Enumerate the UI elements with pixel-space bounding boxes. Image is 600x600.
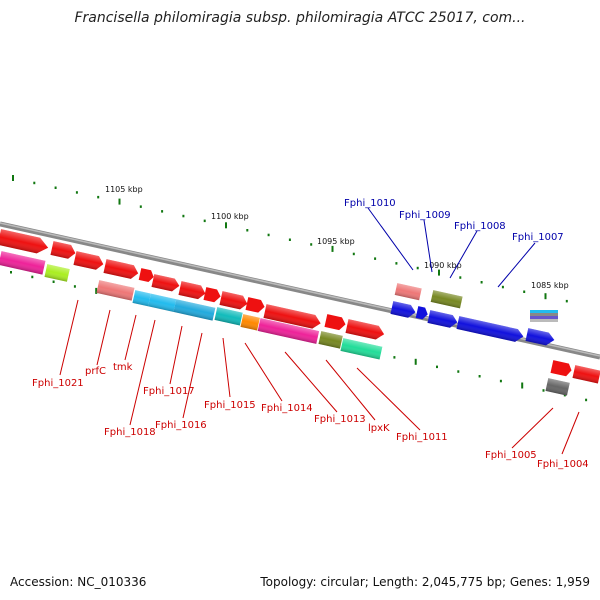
gene-arrow[interactable] bbox=[456, 316, 524, 343]
scale-tick bbox=[161, 210, 164, 213]
scale-tick bbox=[203, 219, 206, 223]
scale-tick bbox=[565, 299, 568, 303]
gene-label-fphi-1004[interactable]: Fphi_1004 bbox=[537, 459, 589, 470]
gene-block-striped[interactable] bbox=[530, 310, 558, 322]
gene-arrow[interactable] bbox=[0, 229, 50, 255]
scale-tick bbox=[480, 281, 483, 284]
gene-arrow[interactable] bbox=[151, 274, 180, 293]
scale-tick bbox=[52, 280, 55, 283]
scale-tick bbox=[288, 238, 291, 241]
gene-arrow[interactable] bbox=[219, 291, 248, 311]
scale-tick bbox=[95, 287, 98, 294]
scale-tick bbox=[585, 398, 588, 402]
scale-tick bbox=[393, 356, 396, 359]
gene-arrow[interactable] bbox=[390, 301, 416, 319]
scale-tick bbox=[521, 382, 524, 389]
scale-tick bbox=[331, 245, 334, 252]
gene-label-fphi-1009[interactable]: Fphi_1009 bbox=[399, 210, 451, 221]
gene-label-fphi-1005[interactable]: Fphi_1005 bbox=[485, 450, 537, 461]
scale-tick bbox=[225, 222, 227, 229]
genome-stats-text: Topology: circular; Length: 2,045,775 bp… bbox=[260, 575, 590, 589]
scale-tick bbox=[139, 205, 142, 208]
scale-tick bbox=[31, 275, 34, 279]
scale-tick bbox=[542, 389, 545, 392]
label-leader-lines bbox=[59, 207, 580, 455]
gene-label-fphi-1007[interactable]: Fphi_1007 bbox=[512, 232, 564, 243]
scale-tick bbox=[246, 229, 249, 232]
scale-tick bbox=[438, 269, 440, 276]
scale-tick bbox=[352, 252, 355, 256]
reverse-strand-genes bbox=[0, 251, 463, 360]
scale-tick bbox=[478, 375, 481, 378]
gene-label-fphi-1021[interactable]: Fphi_1021 bbox=[32, 378, 84, 389]
gene-label-fphi-1017[interactable]: Fphi_1017 bbox=[143, 386, 195, 397]
gene-arrow[interactable] bbox=[572, 365, 600, 384]
scale-tick bbox=[182, 214, 185, 218]
gene-label-fphi-1016[interactable]: Fphi_1016 bbox=[155, 420, 207, 431]
scale-tick bbox=[563, 393, 566, 397]
gene-label-lpxk[interactable]: lpxK bbox=[368, 423, 390, 434]
gene-arrow[interactable] bbox=[50, 241, 76, 260]
scale-tick bbox=[457, 370, 460, 373]
gene-label-fphi-1015[interactable]: Fphi_1015 bbox=[204, 400, 256, 411]
gene-arrow[interactable] bbox=[263, 304, 322, 330]
scale-tick bbox=[374, 257, 377, 260]
gene-arrow[interactable] bbox=[415, 306, 429, 320]
scale-tick bbox=[75, 191, 78, 194]
gene-arrow[interactable] bbox=[324, 314, 346, 331]
scale-tick bbox=[499, 379, 502, 383]
scale-tick bbox=[10, 271, 12, 274]
genome-title: Francisella philomiragia subsp. philomir… bbox=[74, 10, 526, 26]
scale-tick bbox=[501, 285, 504, 289]
scale-label-1105: 1105 kbp bbox=[105, 185, 143, 194]
scale-tick bbox=[97, 195, 100, 199]
scale-tick bbox=[118, 198, 121, 205]
scale-tick bbox=[459, 276, 462, 279]
gene-arrow[interactable] bbox=[525, 328, 555, 347]
forward-gene-labels: Fphi_1010 Fphi_1009 Fphi_1008 Fphi_1007 bbox=[344, 198, 564, 243]
gene-arrow[interactable] bbox=[550, 360, 572, 377]
scale-tick bbox=[310, 243, 313, 246]
gene-label-fphi-1014[interactable]: Fphi_1014 bbox=[261, 403, 313, 414]
gene-label-fphi-1008[interactable]: Fphi_1008 bbox=[454, 221, 506, 232]
scale-label-1085: 1085 kbp bbox=[531, 281, 569, 290]
scale-label-1095: 1095 kbp bbox=[317, 237, 355, 246]
scale-tick bbox=[544, 293, 547, 300]
scale-tick bbox=[416, 266, 419, 270]
gene-arrow[interactable] bbox=[203, 287, 221, 303]
scale-tick bbox=[54, 186, 57, 189]
forward-strand-genes bbox=[0, 229, 558, 347]
gene-arrow[interactable] bbox=[73, 251, 104, 271]
gene-arrow[interactable] bbox=[345, 319, 385, 341]
reverse-gene-labels: Fphi_1021 prfC tmk Fphi_1018 Fphi_1017 F… bbox=[32, 362, 589, 470]
gene-label-fphi-1013[interactable]: Fphi_1013 bbox=[314, 414, 366, 425]
scale-tick bbox=[33, 181, 36, 185]
scale-tick bbox=[523, 290, 526, 293]
scale-tick bbox=[395, 262, 398, 265]
accession-text: Accession: NC_010336 bbox=[10, 575, 147, 589]
scale-ticks bbox=[12, 175, 568, 303]
scale-tick bbox=[436, 365, 438, 369]
gene-arrow[interactable] bbox=[427, 310, 458, 329]
gene-arrow[interactable] bbox=[178, 281, 206, 300]
right-edge-genes bbox=[545, 360, 600, 396]
scale-label-1100: 1100 kbp bbox=[211, 212, 249, 221]
scale-labels: 1105 kbp 1100 kbp 1095 kbp 1090 kbp 1085… bbox=[105, 185, 569, 290]
gene-label-tmk[interactable]: tmk bbox=[113, 362, 133, 373]
gene-label-fphi-1011[interactable]: Fphi_1011 bbox=[396, 432, 448, 443]
gene-label-fphi-1018[interactable]: Fphi_1018 bbox=[104, 427, 156, 438]
scale-tick bbox=[414, 358, 417, 365]
scale-label-1090: 1090 kbp bbox=[424, 261, 462, 270]
gene-arrow[interactable] bbox=[103, 259, 139, 280]
scale-tick bbox=[267, 233, 270, 237]
gene-arrow[interactable] bbox=[245, 297, 265, 314]
scale-tick bbox=[73, 285, 76, 288]
scale-tick bbox=[12, 175, 14, 181]
gene-label-prfc[interactable]: prfC bbox=[85, 366, 106, 377]
gene-label-fphi-1010[interactable]: Fphi_1010 bbox=[344, 198, 396, 209]
gene-arrow[interactable] bbox=[138, 268, 155, 283]
